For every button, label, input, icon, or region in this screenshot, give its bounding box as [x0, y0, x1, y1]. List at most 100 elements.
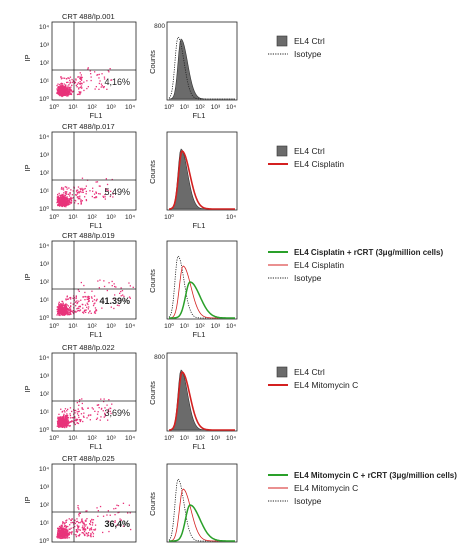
- dot-point: [59, 529, 61, 531]
- dot-point: [65, 530, 67, 532]
- dot-point: [66, 298, 69, 300]
- dot-point: [63, 201, 65, 203]
- dot-point: [69, 198, 71, 200]
- dot-point: [104, 415, 106, 417]
- dot-point: [77, 76, 79, 78]
- dot-point: [59, 530, 61, 532]
- dot-point: [66, 416, 68, 419]
- dot-point: [63, 200, 65, 202]
- dot-point: [62, 303, 64, 305]
- dot-point: [86, 526, 89, 528]
- dot-point: [67, 90, 69, 92]
- dot-point: [102, 515, 105, 517]
- dot-point: [83, 81, 85, 83]
- dot-point: [59, 305, 61, 307]
- dot-point: [74, 417, 76, 419]
- dot-point: [128, 296, 131, 298]
- dot-point: [60, 536, 62, 538]
- dot-point: [81, 191, 83, 193]
- dot-point: [66, 528, 68, 530]
- dot-point: [60, 78, 63, 80]
- dot-point: [98, 82, 100, 85]
- dot-point: [85, 296, 87, 298]
- dot-point: [87, 407, 89, 409]
- dot-point: [66, 197, 68, 200]
- dot-point: [56, 92, 58, 94]
- dot-y-tick-label: 10⁰: [39, 537, 49, 545]
- dot-point: [97, 404, 99, 406]
- dot-point: [64, 306, 66, 308]
- dot-point: [67, 416, 69, 419]
- dot-point: [122, 294, 124, 296]
- dot-point: [77, 82, 80, 84]
- dot-point: [61, 424, 63, 426]
- dot-point: [86, 302, 88, 304]
- dot-point: [63, 201, 65, 204]
- dot-point: [62, 202, 64, 204]
- dot-point: [79, 310, 81, 312]
- dot-point: [104, 198, 106, 200]
- dot-point: [64, 304, 66, 306]
- dot-point: [87, 532, 90, 534]
- dot-point: [87, 303, 89, 306]
- dot-y-tick-label: 10²: [40, 279, 50, 286]
- dot-point: [59, 87, 61, 89]
- dot-point: [61, 203, 63, 205]
- dot-point: [65, 526, 67, 528]
- dot-point: [68, 422, 70, 424]
- dot-point: [61, 196, 63, 198]
- dot-point: [79, 92, 82, 94]
- dot-point: [64, 90, 66, 92]
- dot-point: [60, 82, 63, 84]
- dot-point: [57, 309, 59, 311]
- dot-point: [63, 308, 65, 310]
- dot-point: [67, 305, 69, 307]
- dot-point: [60, 421, 62, 423]
- dot-point: [75, 194, 77, 196]
- dot-point: [69, 311, 72, 313]
- dot-point: [114, 520, 116, 522]
- dot-point: [109, 68, 111, 70]
- dot-point: [91, 407, 93, 409]
- dot-plot-title: CRT 488/Ip.017: [62, 122, 115, 131]
- dot-point: [128, 504, 130, 506]
- dot-point: [65, 197, 67, 199]
- dot-point: [58, 314, 60, 316]
- dot-point: [108, 520, 110, 522]
- dot-point: [78, 305, 80, 308]
- dot-point: [61, 529, 63, 531]
- dot-point: [83, 522, 85, 524]
- histogram-red-thin-line: [168, 488, 235, 542]
- dot-point: [85, 311, 87, 313]
- dot-point: [60, 416, 62, 418]
- dot-x-axis-label: FL1: [90, 221, 103, 230]
- dot-point: [69, 193, 71, 195]
- hist-x-tick-label: 10⁴: [226, 435, 236, 442]
- dot-point: [59, 308, 61, 310]
- dot-point: [57, 534, 59, 536]
- dot-point: [80, 76, 82, 78]
- dot-point: [128, 282, 130, 284]
- dot-point: [80, 521, 82, 523]
- dot-point: [70, 189, 72, 191]
- dot-point: [108, 282, 110, 284]
- dot-y-tick-label: 10⁰: [39, 205, 49, 213]
- dot-point: [59, 89, 61, 91]
- dot-point: [83, 528, 86, 530]
- dot-y-tick-label: 10⁴: [39, 355, 49, 362]
- dot-y-axis-label: IP: [23, 496, 32, 503]
- dot-point: [106, 88, 108, 90]
- dot-point: [68, 198, 70, 200]
- dot-point: [94, 528, 97, 530]
- dot-point: [71, 84, 73, 86]
- dot-point: [95, 196, 97, 198]
- dot-point: [76, 531, 78, 533]
- dot-point: [75, 84, 77, 87]
- dot-point: [58, 413, 60, 415]
- dot-point: [59, 421, 61, 423]
- histogram-green-line: [169, 504, 235, 542]
- dot-point: [82, 529, 84, 531]
- dot-point: [95, 197, 97, 199]
- hist-x-tick-label: 10¹: [180, 323, 190, 330]
- dot-point: [91, 521, 94, 524]
